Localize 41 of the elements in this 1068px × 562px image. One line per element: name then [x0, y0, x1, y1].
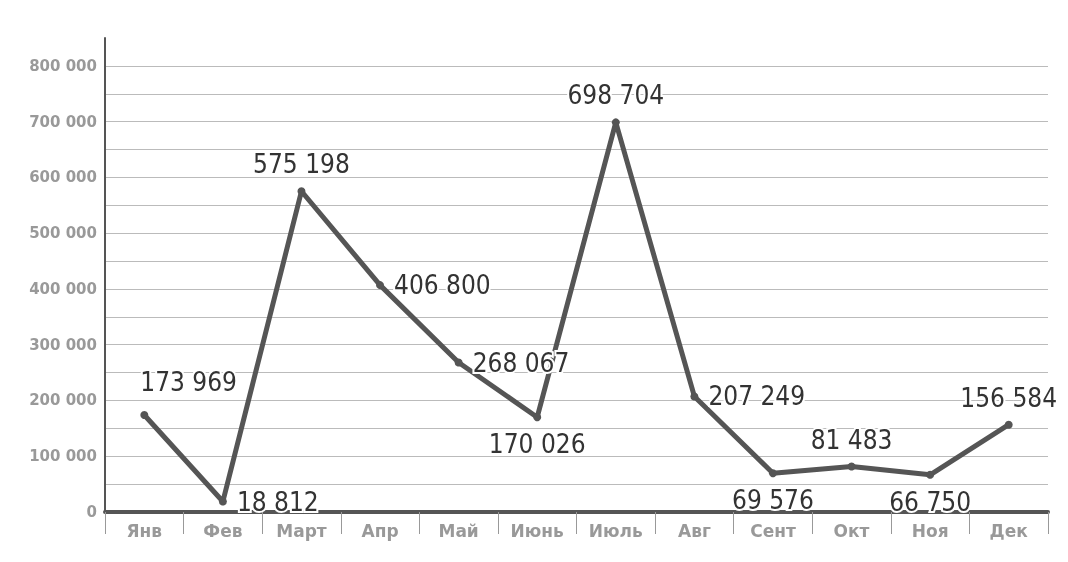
- x-tick-label: Янв: [126, 520, 163, 541]
- data-label: 156 584: [960, 382, 1058, 413]
- data-label: 69 576: [732, 485, 814, 516]
- x-tick-label: Апр: [361, 520, 399, 541]
- point: [768, 469, 777, 478]
- x-tick-label: Сент: [750, 520, 796, 541]
- data-label: 698 704: [567, 80, 665, 111]
- y-tick-label: 0: [86, 503, 97, 521]
- point: [376, 281, 385, 290]
- data-label: 18 812: [236, 486, 319, 517]
- data-label: 81 483: [810, 424, 893, 455]
- x-tick-label: Июль: [588, 520, 643, 541]
- y-tick-label: 700 000: [29, 112, 97, 131]
- y-tick-label: 500 000: [29, 224, 97, 243]
- y-tick-label: 400 000: [29, 279, 97, 298]
- y-tick-label: 300 000: [29, 335, 97, 354]
- data-label: 575 198: [253, 149, 350, 180]
- x-tick-label: Авг: [677, 520, 711, 541]
- point: [454, 358, 463, 367]
- x-tick-label: Дек: [989, 520, 1029, 541]
- x-tick-label: Май: [438, 520, 479, 541]
- y-tick-label: 800 000: [29, 56, 97, 75]
- data-label: 66 750: [889, 486, 972, 517]
- point: [926, 470, 935, 479]
- x-tick-label: Июнь: [510, 520, 564, 541]
- x-tick-label: Март: [276, 520, 327, 541]
- data-label: 207 249: [708, 381, 806, 412]
- data-label: 406 800: [394, 270, 491, 301]
- y-tick-label: 200 000: [29, 391, 97, 410]
- x-tick-label: Фев: [203, 520, 243, 541]
- x-tick-label: Ноя: [911, 520, 949, 541]
- point: [690, 392, 699, 401]
- point: [533, 413, 542, 422]
- point: [847, 462, 856, 471]
- y-tick-label: 600 000: [29, 168, 97, 187]
- data-label: 170 026: [488, 429, 586, 460]
- point: [140, 410, 149, 419]
- data-label: 173 969: [140, 366, 237, 397]
- y-tick-label: 100 000: [29, 447, 97, 466]
- x-tick-label: Окт: [833, 520, 870, 541]
- point: [1004, 420, 1013, 429]
